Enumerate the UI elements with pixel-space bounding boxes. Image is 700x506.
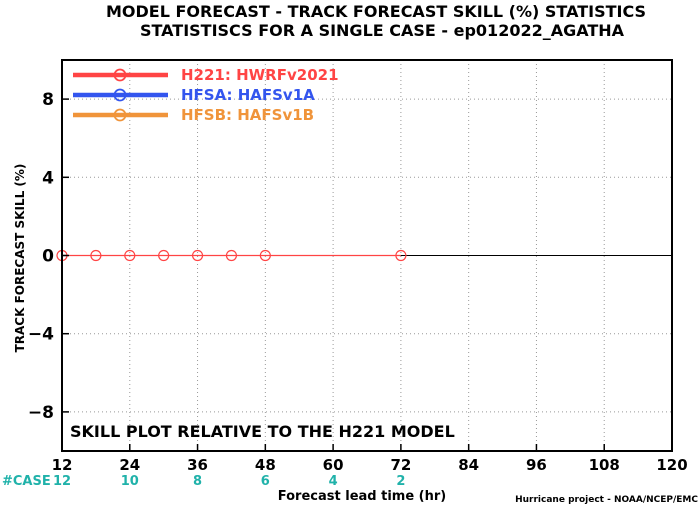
y-tick-label: 0 bbox=[42, 247, 54, 267]
x-axis-label: Forecast lead time (hr) bbox=[278, 489, 446, 504]
y-tick-label: −4 bbox=[28, 325, 54, 345]
case-count: 12 bbox=[53, 474, 71, 489]
case-count-row: #CASE 12 10 8 6 4 2 bbox=[2, 474, 405, 489]
x-tick-label: 60 bbox=[323, 456, 344, 474]
case-count: 2 bbox=[396, 474, 405, 489]
legend-label: HFSA: HAFSv1A bbox=[181, 86, 315, 104]
series-point bbox=[124, 249, 136, 262]
case-count: 8 bbox=[193, 474, 202, 489]
x-tick-label: 48 bbox=[255, 456, 276, 474]
x-tick-label: 84 bbox=[458, 456, 479, 474]
y-tick-label: −8 bbox=[28, 403, 54, 423]
series-point bbox=[158, 249, 170, 262]
legend-label: H221: HWRFv2021 bbox=[181, 66, 339, 84]
case-count: 6 bbox=[261, 474, 270, 489]
grid-lines bbox=[62, 60, 672, 451]
case-count: 10 bbox=[121, 474, 139, 489]
x-tick-label: 36 bbox=[187, 456, 208, 474]
series-point bbox=[191, 249, 204, 262]
y-axis-ticks: −8 −4 0 4 8 bbox=[28, 90, 69, 423]
x-tick-label: 96 bbox=[526, 456, 547, 474]
case-row-label: #CASE bbox=[2, 474, 51, 489]
x-tick-label: 120 bbox=[656, 456, 687, 474]
legend-marker bbox=[113, 108, 127, 122]
series-point bbox=[225, 249, 238, 262]
x-tick-label: 12 bbox=[52, 456, 73, 474]
case-count: 4 bbox=[329, 474, 338, 489]
y-tick-label: 4 bbox=[42, 168, 54, 188]
y-tick-label: 8 bbox=[42, 90, 54, 110]
chart-title: MODEL FORECAST - TRACK FORECAST SKILL (%… bbox=[106, 2, 646, 21]
skill-annotation: SKILL PLOT RELATIVE TO THE H221 MODEL bbox=[70, 422, 455, 441]
legend-label: HFSB: HAFSv1B bbox=[181, 106, 314, 124]
series-point bbox=[395, 249, 407, 262]
series-point bbox=[90, 249, 102, 262]
legend-marker bbox=[113, 88, 127, 102]
series-layer bbox=[56, 249, 407, 262]
x-tick-label: 24 bbox=[119, 456, 140, 474]
x-tick-label: 108 bbox=[589, 456, 620, 474]
x-tick-label: 72 bbox=[390, 456, 411, 474]
x-axis-ticks: 12 24 36 48 60 72 84 96 108 120 bbox=[52, 444, 688, 474]
footer-credit: Hurricane project - NOAA/NCEP/EMC bbox=[515, 495, 698, 505]
chart-subtitle: STATISTISCS FOR A SINGLE CASE - ep012022… bbox=[140, 21, 625, 40]
legend: H221: HWRFv2021 HFSA: HAFSv1A HFSB: HAFSv1… bbox=[73, 66, 339, 124]
y-axis-label: TRACK FORECAST SKILL (%) bbox=[13, 164, 27, 353]
series-point bbox=[259, 249, 271, 262]
legend-marker bbox=[113, 68, 127, 82]
